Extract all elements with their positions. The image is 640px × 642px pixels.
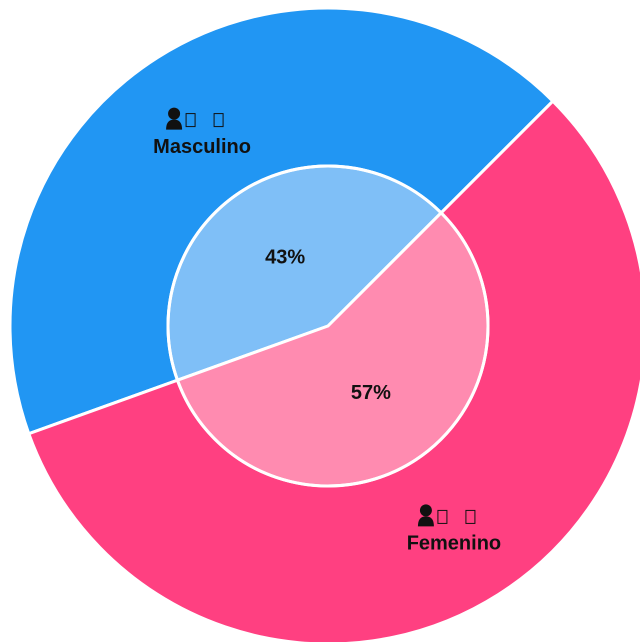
icon-box	[437, 509, 448, 524]
value-label: 43%	[265, 247, 305, 269]
value-label: 57%	[351, 382, 391, 404]
icon-box	[185, 113, 196, 128]
icon-head	[419, 504, 432, 517]
icon-box	[465, 509, 476, 524]
inner-border	[166, 164, 490, 488]
category-icon	[417, 504, 476, 527]
category-icon	[166, 107, 224, 130]
icon-head	[168, 107, 181, 120]
category-label: Masculino	[153, 136, 251, 158]
icon-box	[213, 113, 224, 128]
icon-body	[166, 119, 183, 130]
icon-body	[417, 516, 434, 527]
category-label: Femenino	[407, 533, 501, 555]
